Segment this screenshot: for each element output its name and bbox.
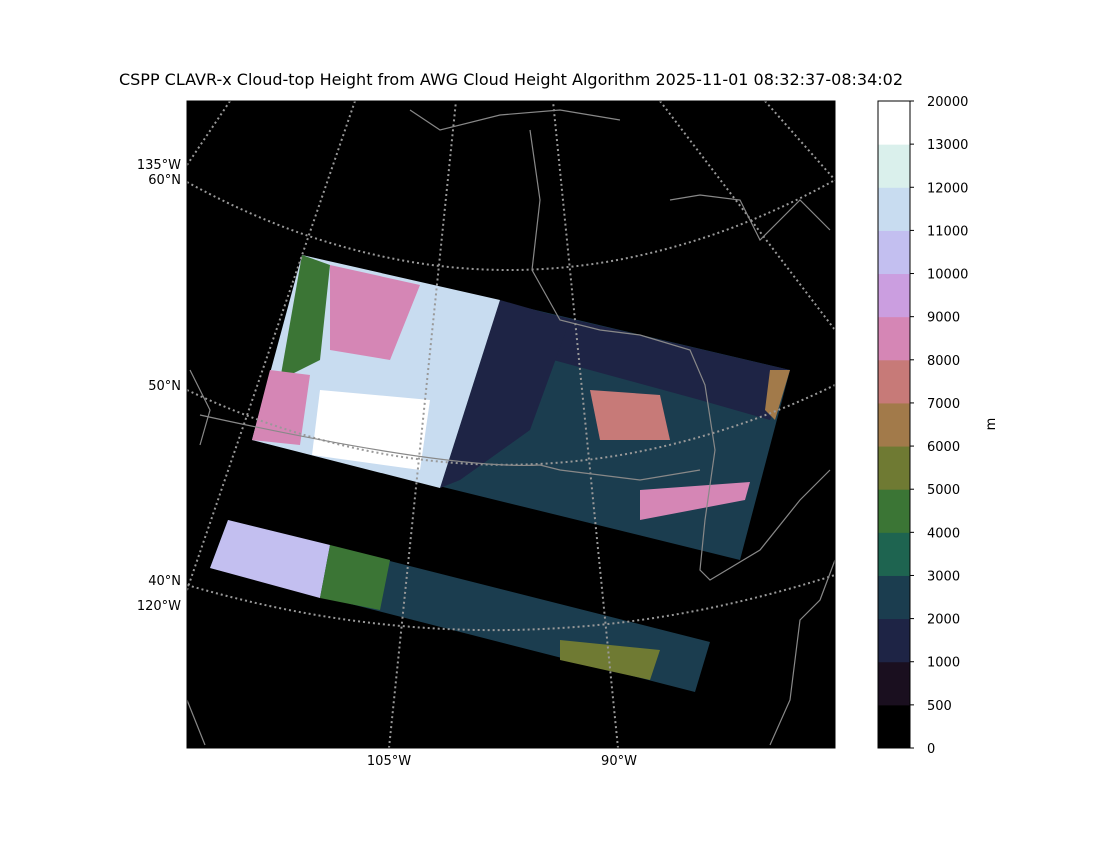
colorbar-label: m: [984, 418, 999, 431]
lon-label: 105°W: [367, 754, 411, 769]
lat-label: 60°N: [148, 173, 181, 188]
lon-label: 135°W: [137, 158, 181, 173]
colorbar-tick-label: 5000: [927, 483, 960, 498]
colorbar-tick-label: 13000: [927, 138, 968, 153]
colorbar-tick-label: 12000: [927, 181, 968, 196]
colorbar: m 0 500 1000 2000 3000 4000 5000 6000 7000 8000 90…: [877, 95, 999, 757]
colorbar-bin: [878, 704, 910, 749]
lon-label: 120°W: [137, 599, 181, 614]
colorbar-bin: [878, 575, 910, 620]
coastline: [187, 699, 206, 746]
lat-label: 40°N: [148, 574, 181, 589]
lon-label: 90°W: [601, 754, 637, 769]
graticule: [388, 101, 457, 748]
coastline: [409, 109, 621, 131]
colorbar-tick-label: 8000: [927, 354, 960, 369]
map-frame: [186, 100, 836, 749]
colorbar-bin: [878, 402, 910, 447]
colorbar-bin: [878, 359, 910, 404]
colorbar-bin: [878, 618, 910, 663]
colorbar-tick-label: 10000: [927, 268, 968, 283]
colorbar-bin: [878, 273, 910, 318]
swath-region: [560, 640, 660, 680]
colorbar-bin: [878, 187, 910, 231]
colorbar-tick-label: 7000: [927, 397, 960, 412]
colorbar-bin: [878, 101, 910, 145]
graticule: [187, 179, 835, 271]
colorbar-bin: [878, 316, 910, 361]
swath-region: [765, 370, 790, 420]
colorbar-tick-label: 6000: [927, 440, 960, 455]
colorbar-bin: [878, 661, 910, 706]
border: [199, 414, 701, 481]
graticule: [659, 101, 835, 331]
map: 135°W 60°N 50°N 40°N 120°W 105°W 90°W: [137, 100, 836, 769]
colorbar-frame: [877, 100, 911, 749]
coastline: [189, 369, 211, 446]
swath-region: [252, 370, 310, 445]
colorbar-tick-label: 11000: [927, 224, 968, 239]
graticule: [552, 101, 619, 748]
colorbar-tick-label: 4000: [927, 526, 960, 541]
colorbar-bin: [878, 532, 910, 576]
colorbar-bin: [878, 446, 910, 490]
swath-region: [210, 520, 330, 598]
colorbar-bin: [878, 144, 910, 188]
colorbar-bin: [878, 230, 910, 275]
colorbar-tick-label: 0: [927, 742, 935, 757]
colorbar-tick-label: 500: [927, 699, 952, 714]
colorbar-tick-label: 1000: [927, 656, 960, 671]
swath-region: [640, 482, 750, 520]
lat-label: 50°N: [148, 379, 181, 394]
coastline: [669, 194, 831, 242]
coastline: [529, 129, 831, 581]
swath-region: [590, 390, 670, 440]
graticule: [187, 101, 356, 591]
colorbar-tick-label: 3000: [927, 569, 960, 584]
colorbar-tick-label: 2000: [927, 613, 960, 628]
swath-region: [440, 300, 570, 488]
swath-region: [280, 255, 330, 380]
coastline: [769, 559, 835, 746]
graticule: [187, 384, 835, 466]
colorbar-tick-label: 20000: [927, 95, 968, 110]
swath-region: [320, 545, 390, 610]
swath-region: [330, 265, 420, 360]
colorbar-bin: [878, 489, 910, 533]
title: CSPP CLAVR-x Cloud-top Height from AWG C…: [119, 70, 903, 89]
swath-region: [312, 390, 430, 470]
colorbar-tick-label: 9000: [927, 311, 960, 326]
